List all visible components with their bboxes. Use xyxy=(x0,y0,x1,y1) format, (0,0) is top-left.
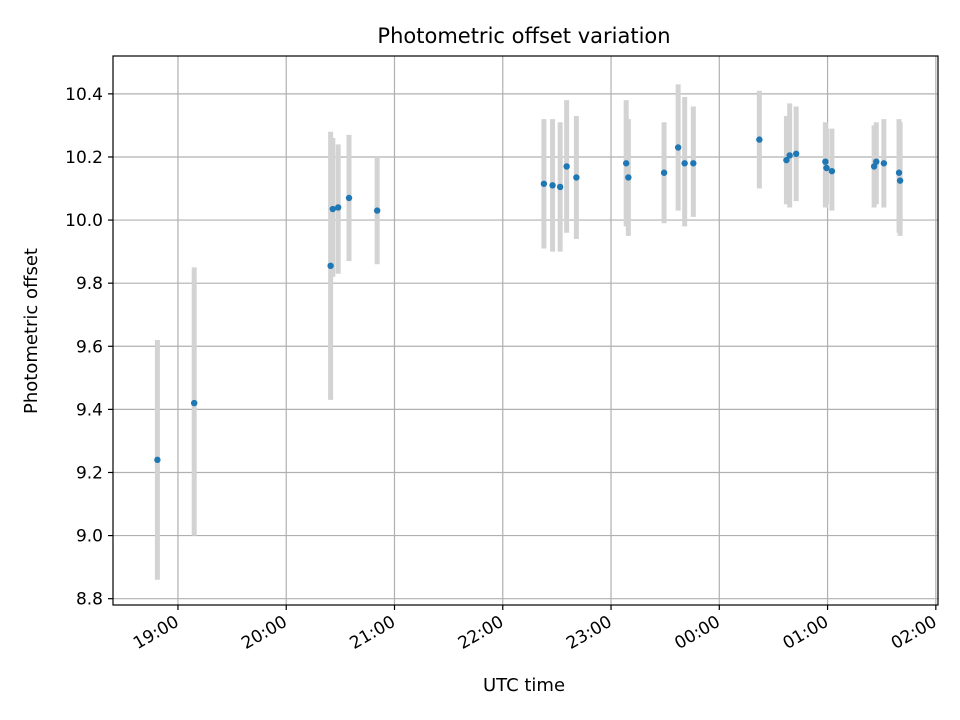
y-tick-label: 9.8 xyxy=(76,274,103,294)
data-point xyxy=(660,169,668,176)
data-point xyxy=(327,262,334,270)
data-point xyxy=(154,456,161,464)
data-point xyxy=(783,156,790,164)
y-tick-label: 10.0 xyxy=(65,211,103,231)
data-point xyxy=(895,169,903,176)
data-point xyxy=(681,160,688,167)
data-point xyxy=(786,152,793,159)
y-tick-label: 9.2 xyxy=(76,463,103,483)
x-axis-label: UTC time xyxy=(483,675,565,696)
y-tick-label: 10.4 xyxy=(65,85,103,105)
data-point xyxy=(828,167,836,175)
y-tick-label: 10.2 xyxy=(65,148,103,168)
y-axis-label: Photometric offset xyxy=(21,248,42,414)
data-point xyxy=(896,177,904,184)
data-point xyxy=(822,158,829,165)
data-point xyxy=(625,174,632,181)
data-point xyxy=(563,163,570,170)
data-point xyxy=(690,160,697,167)
data-point xyxy=(549,182,556,189)
data-point xyxy=(573,174,580,181)
y-tick-label: 8.8 xyxy=(76,590,103,610)
data-point xyxy=(873,158,880,165)
axes-frame xyxy=(112,55,939,606)
data-point xyxy=(540,180,548,187)
data-points xyxy=(154,136,904,464)
data-point xyxy=(191,399,198,407)
data-point xyxy=(556,183,564,191)
y-tick-label: 9.6 xyxy=(76,337,103,357)
data-point xyxy=(373,207,381,214)
y-axis-ticks: 8.8 9.0 9.2 9.4 9.6 9.8 10.0 10.2 10.4 xyxy=(65,85,113,610)
data-point xyxy=(329,205,336,213)
data-point xyxy=(880,160,888,167)
y-tick-label: 9.0 xyxy=(76,527,103,547)
data-point xyxy=(622,160,630,167)
data-point xyxy=(792,150,800,158)
data-point xyxy=(756,136,763,143)
data-point xyxy=(674,144,682,151)
grid xyxy=(113,56,938,605)
data-point xyxy=(334,204,342,211)
chart-title: Photometric offset variation xyxy=(377,24,670,48)
data-point xyxy=(823,164,830,172)
y-tick-label: 9.4 xyxy=(76,400,103,420)
data-point xyxy=(345,194,353,202)
